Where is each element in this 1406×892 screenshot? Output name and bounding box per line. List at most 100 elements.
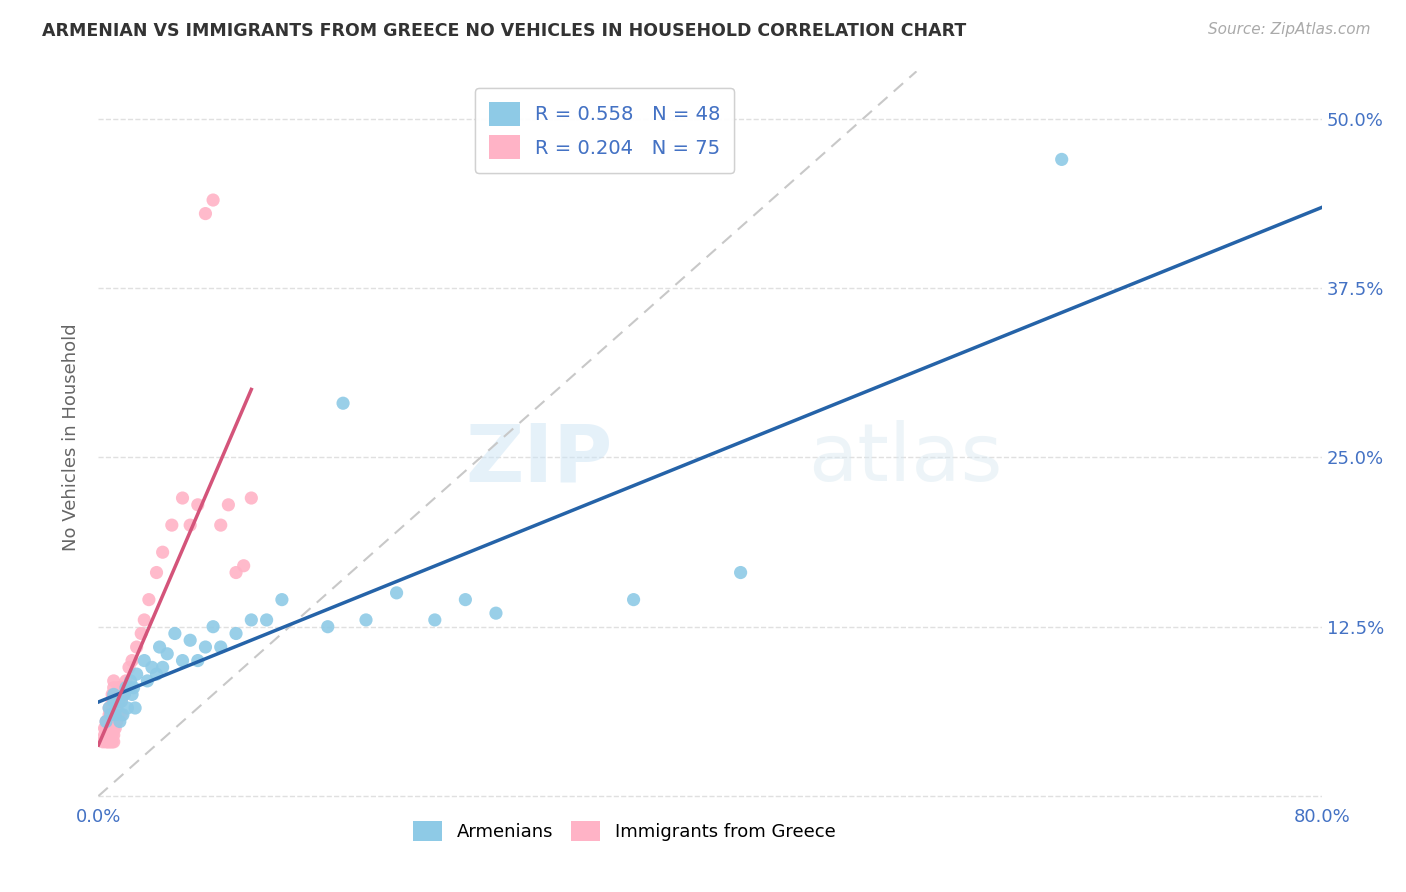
Point	[194, 206, 217, 220]
Point	[110, 707, 132, 722]
Point	[121, 688, 143, 702]
Point	[101, 701, 124, 715]
Point	[94, 735, 117, 749]
Point	[270, 592, 292, 607]
Point	[105, 701, 128, 715]
Point	[256, 613, 278, 627]
Point	[98, 707, 121, 722]
Point	[91, 735, 114, 749]
Point	[101, 707, 124, 722]
Point	[94, 714, 117, 729]
Point	[101, 735, 124, 749]
Point	[98, 701, 121, 715]
Legend: R = 0.558   N = 48, R = 0.204   N = 75: R = 0.558 N = 48, R = 0.204 N = 75	[475, 88, 734, 173]
Point	[98, 721, 121, 735]
Point	[98, 701, 121, 715]
Point	[105, 688, 128, 702]
Point	[103, 735, 125, 749]
Point	[225, 566, 247, 580]
Point	[110, 694, 132, 708]
Point	[120, 673, 142, 688]
Point	[124, 701, 146, 715]
Point	[101, 714, 124, 729]
Point	[101, 721, 124, 735]
Point	[107, 694, 129, 708]
Point	[121, 654, 143, 668]
Point	[232, 558, 254, 573]
Point	[97, 735, 120, 749]
Point	[104, 707, 127, 722]
Point	[98, 714, 121, 729]
Point	[107, 694, 129, 708]
Point	[129, 626, 152, 640]
Point	[103, 694, 125, 708]
Text: atlas: atlas	[808, 420, 1002, 498]
Point	[108, 694, 131, 708]
Point	[94, 728, 117, 742]
Point	[105, 701, 128, 715]
Point	[125, 640, 148, 654]
Point	[730, 566, 752, 580]
Point	[110, 694, 132, 708]
Point	[209, 518, 232, 533]
Text: ARMENIAN VS IMMIGRANTS FROM GREECE NO VEHICLES IN HOUSEHOLD CORRELATION CHART: ARMENIAN VS IMMIGRANTS FROM GREECE NO VE…	[42, 22, 966, 40]
Point	[623, 592, 645, 607]
Point	[112, 688, 135, 702]
Point	[94, 721, 117, 735]
Point	[172, 654, 194, 668]
Point	[94, 714, 117, 729]
Point	[97, 721, 120, 735]
Point	[100, 707, 122, 722]
Point	[104, 721, 127, 735]
Point	[1050, 153, 1073, 167]
Point	[107, 707, 129, 722]
Point	[100, 735, 122, 749]
Point	[104, 707, 127, 722]
Point	[145, 566, 167, 580]
Point	[111, 707, 134, 722]
Point	[118, 660, 141, 674]
Point	[103, 688, 125, 702]
Point	[385, 586, 408, 600]
Point	[97, 728, 120, 742]
Point	[136, 673, 159, 688]
Point	[117, 701, 139, 715]
Point	[209, 640, 232, 654]
Text: ZIP: ZIP	[465, 420, 612, 498]
Point	[100, 707, 122, 722]
Point	[108, 714, 131, 729]
Point	[187, 498, 209, 512]
Point	[141, 660, 163, 674]
Y-axis label: No Vehicles in Household: No Vehicles in Household	[62, 323, 80, 551]
Point	[98, 728, 121, 742]
Point	[134, 613, 156, 627]
Point	[103, 701, 125, 715]
Point	[152, 660, 174, 674]
Point	[179, 633, 201, 648]
Point	[138, 592, 160, 607]
Point	[101, 694, 124, 708]
Point	[149, 640, 172, 654]
Point	[332, 396, 354, 410]
Point	[156, 647, 179, 661]
Point	[163, 626, 186, 640]
Point	[105, 714, 128, 729]
Point	[112, 681, 135, 695]
Point	[111, 688, 134, 702]
Point	[103, 721, 125, 735]
Point	[100, 721, 122, 735]
Point	[107, 681, 129, 695]
Point	[485, 606, 508, 620]
Point	[93, 721, 115, 735]
Point	[125, 667, 148, 681]
Point	[122, 681, 145, 695]
Point	[103, 714, 125, 729]
Point	[103, 688, 125, 702]
Point	[93, 728, 115, 742]
Point	[134, 654, 156, 668]
Point	[179, 518, 201, 533]
Point	[187, 654, 209, 668]
Point	[145, 667, 167, 681]
Point	[217, 498, 239, 512]
Point	[202, 193, 225, 207]
